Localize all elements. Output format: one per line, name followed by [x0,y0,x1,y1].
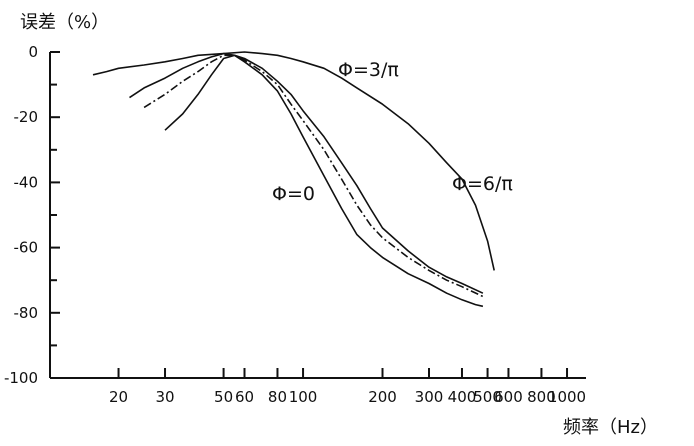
x-tick-label: 600 [494,388,523,406]
series-line-2 [164,54,484,294]
y-tick-label: -20 [14,108,39,126]
x-tick-label: 300 [415,388,444,406]
x-tick-label: 80 [268,388,287,406]
x-tick-label: 20 [109,388,128,406]
y-tick-label: -100 [4,369,38,387]
x-axis-label: 频率（Hz） [563,417,658,438]
x-tick-label: 200 [368,388,397,406]
series-line-3 [92,51,495,271]
y-tick-label: -60 [14,239,39,257]
annotation-phi-6-pi: Φ=6/π [452,173,513,195]
x-tick-label: 30 [155,388,174,406]
annotation-phi-3-pi: Φ=3/π [338,59,399,81]
y-axis-label: 误差（%） [20,12,109,33]
x-tick-label: 50 [214,388,233,406]
y-tick-label: 0 [28,43,38,61]
series-layer [92,51,495,308]
x-tick-label: 1000 [548,388,586,406]
x-tick-label: 400 [448,388,477,406]
x-tick-label: 100 [289,388,318,406]
x-tick-label: 60 [235,388,254,406]
y-tick-label: -40 [14,173,39,191]
series-line-0 [129,52,484,308]
series-line-1 [143,54,484,298]
y-ticks: 0 -20 -40 -60 -80 -100 [4,43,60,387]
annotation-phi-0: Φ=0 [272,183,315,205]
x-tick-label: 500 [473,388,502,406]
x-tick-label: 800 [527,388,556,406]
y-tick-label: -80 [14,304,39,322]
